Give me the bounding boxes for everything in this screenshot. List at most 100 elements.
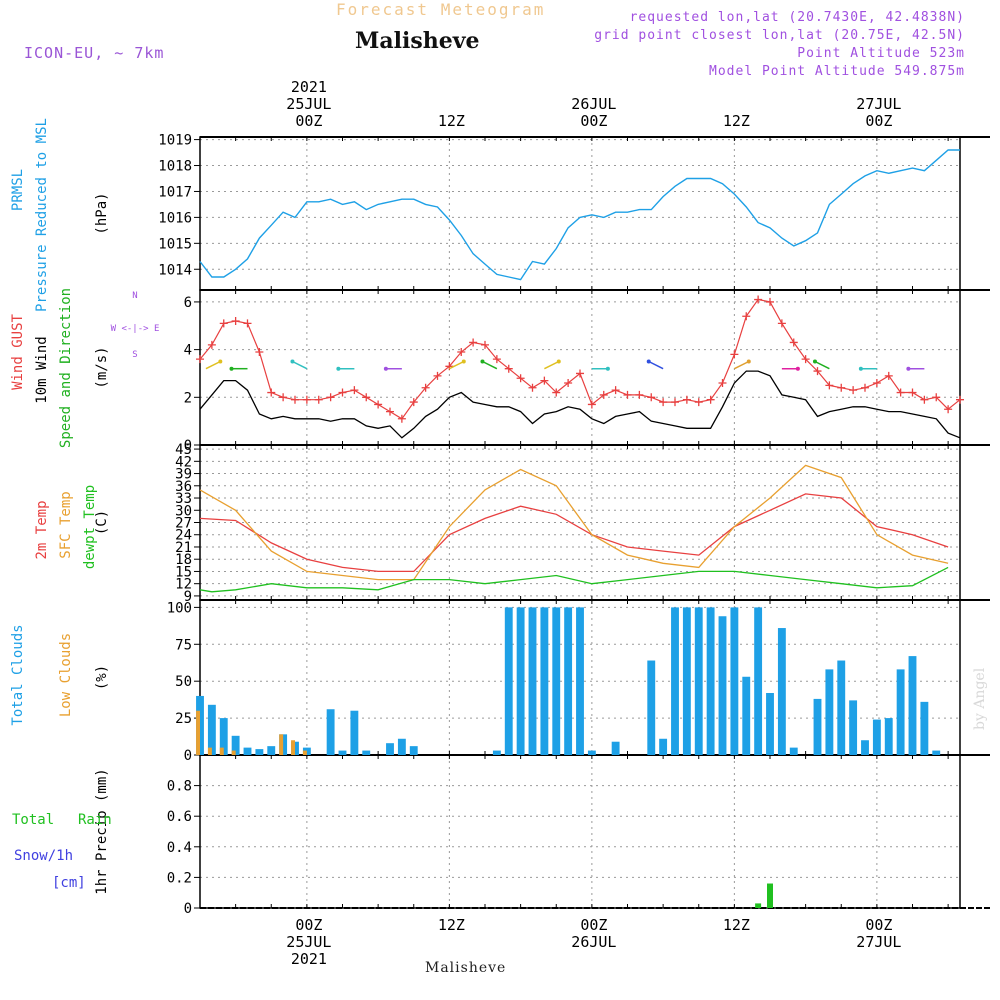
- time-label-top: 26JUL: [571, 95, 616, 113]
- total-cloud-bar: [671, 607, 679, 755]
- gust-marker: [671, 398, 679, 407]
- legend-2m-temp: 2m Temp: [34, 500, 50, 559]
- gust-marker: [576, 369, 584, 378]
- total-cloud-bar: [896, 669, 905, 755]
- y-tick-label-temperature: 30: [175, 503, 192, 519]
- time-label-bottom: 00Z: [580, 916, 607, 934]
- total-cloud-bar: [255, 749, 264, 755]
- gust-marker: [362, 393, 371, 402]
- total-cloud-bar: [207, 704, 216, 755]
- y-axis-label-temperature: (C): [94, 510, 110, 535]
- y-tick-label-temperature: 21: [175, 540, 192, 556]
- total-cloud-bar: [884, 718, 893, 755]
- point-altitude: Point Altitude 523m: [797, 46, 965, 61]
- legend-speed-direction: Speed and Direction: [58, 288, 74, 448]
- total-cloud-bar: [552, 607, 561, 755]
- y-tick-label-temperature: 45: [175, 442, 192, 458]
- low-cloud-bar: [302, 750, 307, 755]
- wind-direction-arrow: [906, 366, 911, 371]
- total-cloud-bar: [920, 701, 929, 755]
- gust-marker: [956, 395, 964, 404]
- legend-rain: Rain: [78, 812, 112, 828]
- time-label-top: 25JUL: [286, 95, 331, 113]
- time-label-top: 00Z: [580, 112, 607, 130]
- gust-marker: [766, 297, 774, 306]
- total-cloud-bar: [540, 607, 549, 755]
- time-label-top: 2021: [291, 78, 327, 96]
- total-cloud-bar: [409, 746, 418, 755]
- gust-marker: [457, 348, 466, 356]
- time-label-top: 00Z: [865, 112, 892, 130]
- wind-speed-line: [199, 370, 961, 439]
- wind-direction-arrow: [858, 366, 863, 371]
- legend-10m-wind: 10m Wind: [34, 336, 50, 403]
- time-label-top: 12Z: [723, 112, 750, 130]
- time-label-bottom: 00Z: [295, 916, 322, 934]
- gust-marker: [623, 390, 632, 399]
- time-label-bottom: 27JUL: [856, 933, 901, 951]
- time-label-bottom: 26JUL: [571, 933, 616, 951]
- gust-marker: [350, 386, 359, 395]
- low-cloud-bar: [279, 734, 284, 755]
- total-cloud-bar: [932, 750, 941, 755]
- total-cloud-bar: [825, 669, 834, 755]
- gust-marker: [659, 398, 668, 407]
- gust-marker: [872, 379, 881, 387]
- gust-marker: [564, 379, 573, 387]
- total-cloud-bar: [576, 607, 584, 755]
- total-cloud-bar: [849, 700, 858, 755]
- y-axis-label-pressure: (hPa): [94, 192, 110, 234]
- total-cloud-bar: [564, 607, 573, 755]
- legend-snow: Snow/1h: [14, 848, 73, 864]
- time-label-top: 12Z: [438, 112, 465, 130]
- y-axis-label-wind: (m/s): [94, 346, 110, 388]
- compass-label: S: [132, 350, 137, 360]
- gust-marker: [207, 340, 216, 349]
- total-cloud-bar: [659, 738, 668, 755]
- gust-marker: [267, 388, 276, 397]
- total-cloud-bar: [754, 607, 763, 755]
- gust-marker: [896, 388, 905, 397]
- gust-marker: [255, 348, 264, 356]
- total-cloud-bar: [861, 740, 869, 755]
- gust-marker: [611, 386, 620, 395]
- requested-coords: requested lon,lat (20.7430E, 42.4838N): [629, 10, 965, 25]
- wind-direction-arrow: [556, 359, 561, 364]
- legend-sfc-temp: SFC Temp: [58, 491, 74, 558]
- gust-marker: [196, 355, 204, 364]
- total-cloud-bar: [338, 750, 347, 755]
- temp-sfc-line: [199, 464, 949, 581]
- gust-line: [199, 298, 961, 420]
- legend-dewpt-temp: dewpt Temp: [82, 485, 98, 569]
- gust-marker: [386, 407, 394, 416]
- total-cloud-bar: [837, 660, 846, 755]
- gust-marker: [504, 364, 513, 373]
- y-tick-label-temperature: 27: [175, 516, 192, 532]
- gust-marker: [540, 376, 549, 385]
- compass-label: W <-|-> E: [111, 324, 160, 334]
- gust-marker: [861, 383, 869, 392]
- total-cloud-bar: [742, 676, 751, 755]
- gust-marker: [849, 386, 858, 395]
- gust-marker: [837, 383, 846, 392]
- y-tick-label-pressure: 1017: [158, 184, 192, 200]
- y-tick-label-clouds: 0: [184, 748, 192, 764]
- y-tick-label-wind: 0: [184, 438, 192, 454]
- gust-marker: [730, 350, 739, 359]
- total-cloud-bar: [813, 698, 822, 755]
- gust-marker: [884, 371, 893, 380]
- total-cloud-bar: [777, 628, 786, 755]
- gust-marker: [742, 312, 751, 321]
- low-cloud-bar: [231, 750, 236, 755]
- y-tick-label-temperature: 12: [175, 577, 192, 593]
- y-tick-label-precipitation: 0.6: [167, 809, 192, 825]
- pressure-line: [199, 149, 960, 281]
- y-tick-label-wind: 6: [184, 295, 192, 311]
- gust-marker: [516, 374, 525, 383]
- y-tick-label-precipitation: 0.2: [167, 870, 192, 886]
- y-tick-label-temperature: 9: [184, 589, 192, 605]
- wind-direction-arrow: [480, 359, 485, 364]
- gust-marker: [291, 395, 299, 404]
- legend-total: Total: [12, 812, 54, 828]
